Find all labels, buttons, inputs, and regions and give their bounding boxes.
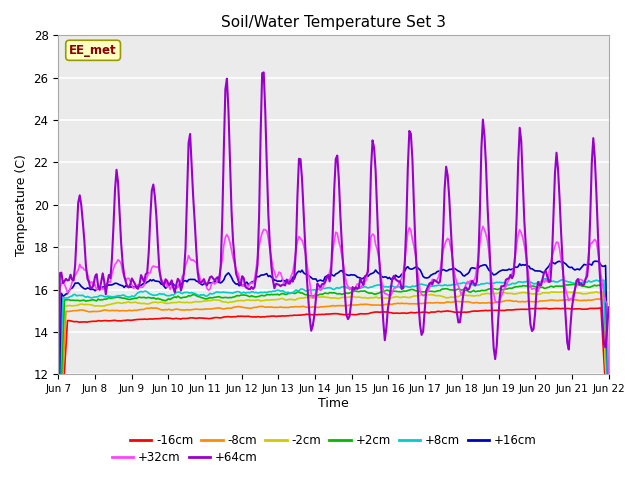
+32cm <box>54 400 62 406</box>
Y-axis label: Temperature (C): Temperature (C) <box>15 154 28 256</box>
Line: +16cm: +16cm <box>58 261 609 425</box>
+2cm <box>571 282 579 288</box>
+16cm <box>237 282 244 288</box>
+64cm <box>218 215 226 220</box>
-8cm <box>122 308 129 313</box>
+16cm <box>218 279 226 285</box>
+2cm <box>246 294 253 300</box>
+16cm <box>54 422 62 428</box>
-8cm <box>54 467 62 472</box>
-2cm <box>54 447 62 453</box>
+8cm <box>54 436 62 442</box>
+8cm <box>246 290 253 296</box>
-2cm <box>246 297 253 303</box>
-8cm <box>218 306 226 312</box>
+2cm <box>54 462 62 468</box>
+64cm <box>54 453 62 458</box>
-16cm <box>246 314 253 320</box>
+2cm <box>605 410 612 416</box>
+64cm <box>605 304 612 310</box>
-8cm <box>246 305 253 311</box>
+2cm <box>218 295 226 300</box>
+8cm <box>237 290 244 296</box>
+16cm <box>246 281 253 287</box>
Line: +64cm: +64cm <box>58 72 609 456</box>
+32cm <box>218 257 226 263</box>
-16cm <box>574 306 582 312</box>
X-axis label: Time: Time <box>318 397 349 410</box>
+2cm <box>122 296 129 301</box>
-16cm <box>605 439 612 444</box>
Line: +2cm: +2cm <box>58 285 609 465</box>
-2cm <box>548 289 556 295</box>
-16cm <box>218 314 226 320</box>
+32cm <box>605 407 612 413</box>
-2cm <box>122 300 129 306</box>
+8cm <box>218 289 226 295</box>
+32cm <box>237 278 244 284</box>
-2cm <box>295 296 303 301</box>
+64cm <box>122 279 129 285</box>
+16cm <box>122 283 129 288</box>
+8cm <box>575 280 583 286</box>
Line: -16cm: -16cm <box>58 308 609 475</box>
Line: +8cm: +8cm <box>58 279 609 439</box>
-2cm <box>605 439 612 444</box>
+2cm <box>295 289 303 295</box>
+64cm <box>260 70 268 75</box>
-2cm <box>218 299 226 305</box>
Line: -2cm: -2cm <box>58 292 609 450</box>
+32cm <box>575 276 583 282</box>
+64cm <box>297 156 305 162</box>
+16cm <box>295 268 303 274</box>
-2cm <box>575 290 583 296</box>
-8cm <box>295 304 303 310</box>
+8cm <box>122 293 129 299</box>
+16cm <box>605 407 612 413</box>
+8cm <box>295 288 303 294</box>
-8cm <box>574 297 582 303</box>
+32cm <box>479 224 487 229</box>
-16cm <box>597 305 605 311</box>
-16cm <box>237 313 244 319</box>
+32cm <box>246 281 253 287</box>
-2cm <box>237 298 244 303</box>
+8cm <box>542 276 550 282</box>
-8cm <box>605 428 612 434</box>
+32cm <box>122 278 129 284</box>
-16cm <box>295 312 303 318</box>
Text: EE_met: EE_met <box>69 44 117 57</box>
Title: Soil/Water Temperature Set 3: Soil/Water Temperature Set 3 <box>221 15 446 30</box>
+32cm <box>295 234 303 240</box>
+2cm <box>575 282 583 288</box>
+64cm <box>575 281 583 287</box>
+2cm <box>237 292 244 298</box>
+8cm <box>605 427 612 432</box>
Line: -8cm: -8cm <box>58 299 609 469</box>
-8cm <box>237 304 244 310</box>
-16cm <box>54 472 62 478</box>
-8cm <box>597 296 605 302</box>
+64cm <box>246 287 253 292</box>
+64cm <box>237 282 244 288</box>
Line: +32cm: +32cm <box>58 227 609 410</box>
-16cm <box>122 317 129 323</box>
+16cm <box>591 258 598 264</box>
+16cm <box>574 266 582 272</box>
Legend: +32cm, +64cm: +32cm, +64cm <box>108 446 262 469</box>
